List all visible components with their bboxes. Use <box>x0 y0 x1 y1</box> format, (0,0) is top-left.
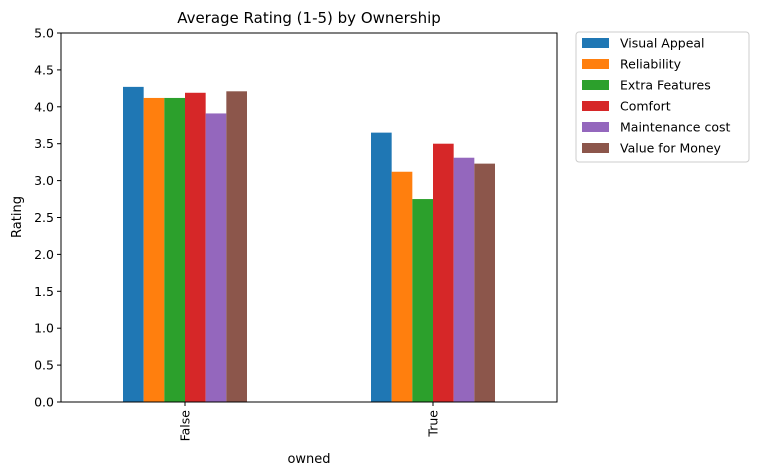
bar <box>143 97 165 402</box>
legend-label: Maintenance cost <box>620 120 731 135</box>
legend-swatch <box>582 38 609 48</box>
x-axis-label: owned <box>287 452 330 467</box>
legend-swatch <box>582 101 609 111</box>
y-tick-label: 3.0 <box>34 173 54 188</box>
y-tick-label: 4.0 <box>34 99 54 114</box>
legend-label: Reliability <box>620 57 682 72</box>
legend-swatch <box>582 122 609 132</box>
bar <box>226 91 247 402</box>
y-tick-label: 1.0 <box>34 321 54 336</box>
y-tick-label: 4.5 <box>34 62 54 77</box>
y-axis: 0.0 0.5 1.0 1.5 2.0 2.5 3.0 3.5 4.0 4.5 5.0 <box>34 26 61 410</box>
x-axis: False True <box>178 402 441 441</box>
legend-label: Comfort <box>620 99 671 114</box>
bar <box>205 113 227 402</box>
legend-label: Extra Features <box>620 78 711 93</box>
legend-swatch <box>582 59 609 69</box>
x-tick-label: True <box>426 410 441 438</box>
y-tick-label: 0.0 <box>34 395 54 410</box>
bar <box>412 199 433 402</box>
bar <box>453 157 475 402</box>
y-axis-label: Rating <box>10 196 25 238</box>
bar <box>371 132 392 402</box>
legend-label: Visual Appeal <box>620 36 705 51</box>
y-tick-label: 2.0 <box>34 247 54 262</box>
y-tick-label: 5.0 <box>34 26 54 41</box>
x-tick-label: False <box>178 410 193 442</box>
chart-title: Average Rating (1-5) by Ownership <box>177 9 441 27</box>
bar <box>123 86 144 403</box>
bar <box>185 92 206 402</box>
plot-frame <box>60 32 558 403</box>
legend-swatch <box>582 143 609 153</box>
y-tick-label: 1.5 <box>34 284 54 299</box>
bar <box>474 163 495 402</box>
legend-label: Value for Money <box>620 141 722 156</box>
legend-swatch <box>582 80 609 90</box>
bars-group <box>123 86 495 403</box>
legend-box <box>575 31 750 163</box>
y-tick-label: 2.5 <box>34 210 54 225</box>
y-tick-label: 3.5 <box>34 136 54 151</box>
bar <box>433 143 454 402</box>
y-tick-label: 0.5 <box>34 358 54 373</box>
bar <box>391 171 413 402</box>
bar <box>164 97 185 402</box>
legend: Visual Appeal Reliability Extra Features Co… <box>575 31 750 163</box>
